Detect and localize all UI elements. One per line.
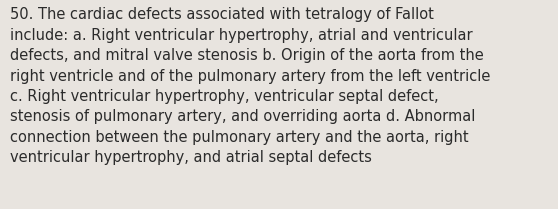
Text: 50. The cardiac defects associated with tetralogy of Fallot
include: a. Right ve: 50. The cardiac defects associated with … [10,7,490,165]
